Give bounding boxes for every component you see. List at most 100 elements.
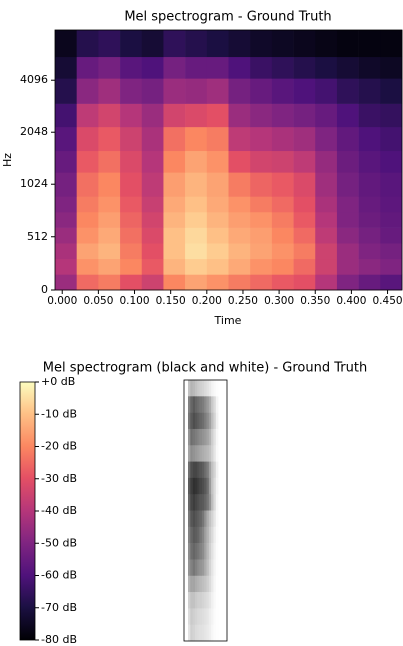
bw-cell <box>192 380 196 397</box>
colorbar-tick-label: -20 dB <box>41 440 77 453</box>
heat-cell <box>141 126 164 152</box>
bw-cell <box>215 428 219 446</box>
heat-cell <box>358 30 381 58</box>
heat-cell <box>271 126 294 152</box>
heat-cell <box>336 243 359 260</box>
bw-cell <box>201 510 205 528</box>
x-tick-label: 0.400 <box>336 295 366 307</box>
bw-cell <box>199 592 203 609</box>
bw-cell <box>201 428 205 446</box>
heat-cell <box>271 243 294 260</box>
bw-cell <box>192 494 196 511</box>
bw-cell <box>197 461 200 479</box>
chart-title: Mel spectrogram - Ground Truth <box>124 10 331 25</box>
bw-cell <box>199 526 203 544</box>
bw-cell <box>190 477 193 495</box>
heat-cell <box>185 103 208 128</box>
bw-cell <box>206 575 210 593</box>
bw-cell <box>201 608 205 625</box>
bw-cell <box>188 559 191 577</box>
heat-cell <box>206 212 229 228</box>
heat-cell <box>76 56 99 79</box>
bw-cell <box>208 477 212 495</box>
bw-cell <box>190 559 193 577</box>
heat-cell <box>336 212 359 228</box>
heat-cell <box>315 258 338 275</box>
bw-cell <box>188 412 191 430</box>
heat-cell <box>271 172 294 197</box>
bw-cell <box>208 608 212 625</box>
heat-cell <box>250 258 273 275</box>
heat-cell <box>163 103 186 128</box>
bw-cell <box>208 592 212 609</box>
heat-cell <box>315 126 338 152</box>
bw-cell <box>199 396 203 413</box>
heat-cell <box>185 243 208 260</box>
heat-cell <box>228 103 251 128</box>
bw-cell <box>213 380 217 397</box>
bw-cell <box>213 608 217 625</box>
bw-cell <box>206 510 210 528</box>
bw-cell <box>213 494 217 511</box>
bw-cell <box>213 575 217 593</box>
bw-cell <box>215 575 219 593</box>
heat-cell <box>120 258 143 275</box>
bw-cell <box>192 428 196 446</box>
bw-cell <box>206 428 210 446</box>
heat-cell <box>315 196 338 213</box>
heat-cell <box>250 196 273 213</box>
y-tick-label: 2048 <box>20 125 48 138</box>
heat-cell <box>250 212 273 228</box>
bw-cell <box>215 380 219 397</box>
heat-cell <box>380 274 403 291</box>
bw-cell <box>192 543 196 560</box>
bw-cell <box>211 494 214 511</box>
bw-cell <box>208 445 212 462</box>
bw-cell <box>201 526 205 544</box>
bw-cell <box>213 592 217 609</box>
heat-cell <box>358 196 381 213</box>
bw-cell <box>192 559 196 577</box>
heat-cell <box>55 103 77 128</box>
bw-cell <box>199 412 203 430</box>
bw-cell <box>197 380 200 397</box>
bw-cell <box>208 624 212 642</box>
bw-cell <box>192 575 196 593</box>
heat-cell <box>76 172 99 197</box>
bw-cell <box>188 624 191 642</box>
bw-cell <box>215 461 219 479</box>
heat-cell <box>228 212 251 228</box>
bw-cell <box>213 412 217 430</box>
bw-cell <box>192 445 196 462</box>
bw-cell <box>201 396 205 413</box>
heat-cell <box>185 172 208 197</box>
bw-cell <box>192 477 196 495</box>
heat-cell <box>185 212 208 228</box>
bw-cell <box>199 461 203 479</box>
bw-cell <box>211 543 214 560</box>
bw-cell <box>197 526 200 544</box>
heat-cell <box>336 150 359 173</box>
heat-cell <box>120 150 143 173</box>
heat-cell <box>206 274 229 291</box>
bw-cell <box>204 477 207 495</box>
bw-cell <box>197 396 200 413</box>
heat-cell <box>358 56 381 79</box>
heat-cell <box>293 243 316 260</box>
heat-cell <box>250 78 273 104</box>
x-tick-label: 0.050 <box>83 295 113 307</box>
heat-cell <box>250 274 273 291</box>
bw-cell <box>197 559 200 577</box>
bw-cell <box>199 428 203 446</box>
heat-cell <box>206 30 229 58</box>
heat-cell <box>206 227 229 244</box>
bw-cell <box>211 380 214 397</box>
heat-cell <box>141 103 164 128</box>
bw-cell <box>197 592 200 609</box>
heat-cell <box>76 212 99 228</box>
bw-cell <box>215 510 219 528</box>
heat-cell <box>250 172 273 197</box>
heat-cell <box>141 172 164 197</box>
plot-frame <box>54 29 403 291</box>
bw-cell <box>197 477 200 495</box>
